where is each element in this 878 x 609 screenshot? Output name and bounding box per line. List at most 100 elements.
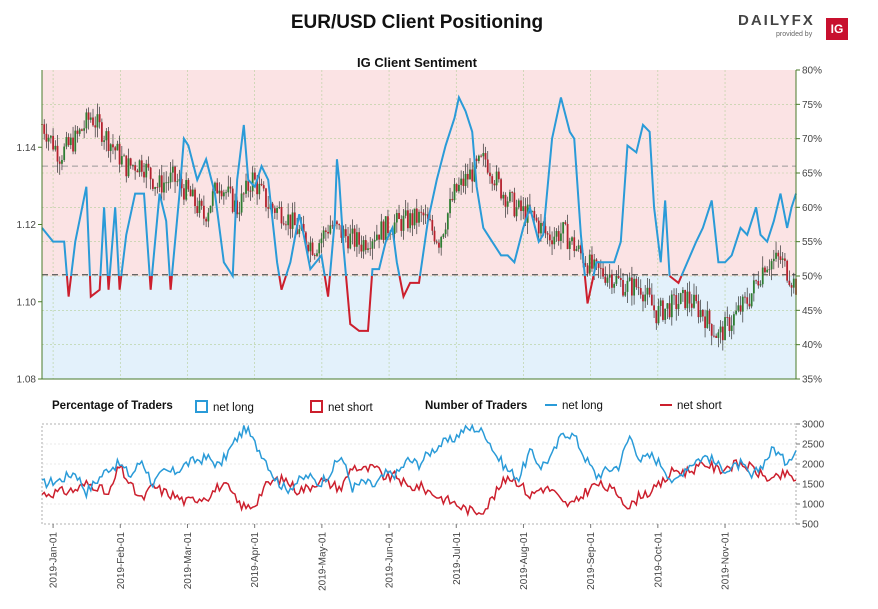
- candle-body: [287, 214, 290, 226]
- candle-body: [356, 232, 358, 247]
- net-short-line-swatch: [660, 404, 672, 406]
- candle-body: [755, 280, 757, 282]
- net-short-sentiment-line: [168, 275, 173, 290]
- candle-body: [98, 114, 101, 123]
- candle-body: [316, 253, 318, 256]
- candle-body: [229, 186, 232, 189]
- candle-body: [449, 198, 451, 214]
- legend-num-heading: Number of Traders: [425, 400, 528, 412]
- net-long-sentiment-line: [592, 122, 671, 277]
- candle-body: [540, 222, 542, 234]
- candle-body: [575, 249, 578, 251]
- candle-body: [165, 182, 168, 184]
- candle-body: [752, 280, 755, 294]
- price-tick-label: 1.10: [17, 297, 37, 308]
- candle-body: [196, 206, 199, 214]
- dailyfx-logo: DAILYFX provided by IG: [738, 10, 848, 42]
- traders-net-long-line: [41, 423, 797, 500]
- net-long-zone: [42, 276, 796, 379]
- candle-body: [573, 237, 576, 251]
- candle-body: [695, 294, 698, 302]
- candle-body: [453, 184, 456, 201]
- candle-body: [116, 143, 119, 151]
- candle-body: [624, 291, 627, 296]
- legend-pct-long[interactable]: net long: [195, 400, 254, 414]
- candle-body: [786, 260, 789, 281]
- candle-body: [407, 210, 409, 229]
- candle-body: [402, 215, 405, 231]
- candle-body: [171, 166, 174, 173]
- candle-body: [482, 153, 485, 157]
- legend-pct-short[interactable]: net short: [310, 400, 373, 414]
- candle-body: [466, 173, 469, 180]
- candle-body: [757, 280, 760, 286]
- candle-body: [726, 317, 729, 318]
- candle-body: [701, 310, 704, 317]
- candle-body: [154, 187, 156, 189]
- candle-body: [331, 225, 334, 227]
- legend-num-short[interactable]: net short: [660, 400, 722, 412]
- candle-body: [54, 145, 57, 150]
- candle-body: [380, 221, 383, 240]
- candle-body: [464, 173, 467, 186]
- candle-body: [227, 186, 230, 193]
- candle-body: [766, 269, 769, 273]
- net-long-sentiment-line: [680, 193, 797, 277]
- candle-body: [679, 293, 682, 304]
- candle-body: [670, 294, 673, 318]
- candle-body: [664, 308, 667, 320]
- candle-body: [779, 256, 782, 260]
- candle-body: [72, 137, 74, 152]
- net-long-sentiment-line: [120, 192, 151, 277]
- candle-body: [637, 287, 640, 289]
- traders-tick-label: 3000: [802, 420, 825, 431]
- candle-body: [132, 165, 134, 166]
- candle-body: [772, 258, 775, 262]
- date-tick-label: 2019-Feb-01: [116, 532, 127, 590]
- candle-body: [189, 189, 192, 197]
- candle-body: [440, 237, 443, 248]
- candle-body: [81, 129, 83, 131]
- candle-body: [351, 228, 354, 234]
- candle-body: [240, 193, 243, 213]
- candle-body: [318, 243, 321, 254]
- candle-body: [577, 245, 580, 250]
- candle-body: [515, 207, 518, 217]
- candle-body: [584, 263, 587, 266]
- candle-body: [404, 210, 407, 216]
- candle-body: [517, 200, 520, 208]
- candle-body: [364, 240, 367, 250]
- candle-body: [531, 210, 533, 212]
- candle-body: [484, 153, 487, 160]
- legend-num-long-label: net long: [562, 400, 603, 412]
- logo-text: DAILYFX: [738, 12, 815, 29]
- candle-body: [451, 198, 454, 201]
- candle-body: [717, 332, 720, 338]
- candle-body: [174, 166, 176, 182]
- candle-body: [49, 135, 52, 138]
- candle-body: [191, 189, 194, 197]
- candle-body: [158, 175, 161, 188]
- candle-body: [648, 287, 651, 295]
- candle-body: [220, 190, 223, 197]
- candle-body: [180, 178, 183, 189]
- candle-body: [267, 207, 270, 209]
- candle-body: [258, 183, 261, 195]
- candle-body: [61, 159, 63, 164]
- candle-body: [429, 219, 431, 221]
- legend-num-long[interactable]: net long: [545, 400, 603, 412]
- candle-body: [373, 239, 376, 242]
- candle-body: [149, 167, 152, 180]
- candle-body: [733, 314, 735, 326]
- candle-body: [251, 172, 254, 192]
- candle-body: [378, 234, 380, 240]
- candle-body: [644, 294, 647, 302]
- candle-body: [533, 210, 536, 218]
- net-short-swatch: [310, 400, 323, 413]
- candle-body: [209, 205, 212, 213]
- candle-body: [491, 176, 494, 184]
- candle-body: [280, 206, 283, 224]
- net-long-sentiment-line: [70, 186, 91, 277]
- candle-body: [114, 147, 117, 151]
- candle-body: [737, 305, 740, 311]
